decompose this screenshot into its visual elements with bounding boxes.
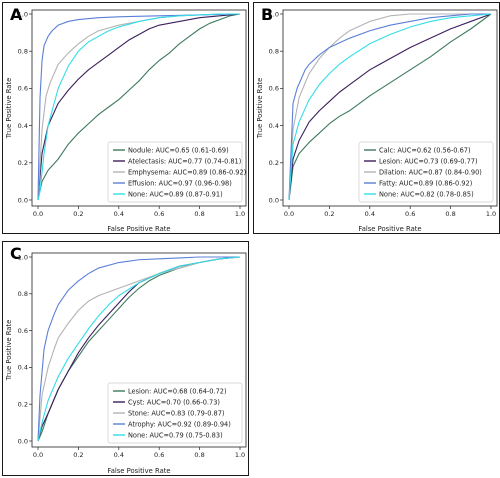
legend-entry: Lesion: AUC=0.68 (0.64-0.72) xyxy=(128,387,227,395)
y-tick-label: 0.2 xyxy=(269,159,279,167)
roc-curve-series-5 xyxy=(37,13,240,201)
y-tick-label: 0.4 xyxy=(18,122,28,130)
x-tick-label: 0.8 xyxy=(194,451,204,459)
panel-label: C xyxy=(10,244,22,263)
x-tick-label: 0.2 xyxy=(73,451,83,459)
panel-label: B xyxy=(261,5,273,24)
x-tick-label: 0.0 xyxy=(33,451,43,459)
roc-curve-series-4 xyxy=(37,256,240,442)
x-tick-label: 0.2 xyxy=(73,210,83,218)
y-tick-label: 0.2 xyxy=(18,401,28,409)
y-tick-label: 0.0 xyxy=(18,437,28,445)
legend-entry: Lesion: AUC=0.73 (0.69-0.77) xyxy=(379,157,478,165)
y-tick-label: 0.6 xyxy=(18,327,28,335)
x-axis-label: False Positive Rate xyxy=(107,225,170,233)
x-tick-label: 0.6 xyxy=(154,451,164,459)
y-tick-label: 0.4 xyxy=(269,122,279,130)
roc-panel-a: A 0.0 0.2 0.4 0.6 0.8 1.0 0.0 0.2 0.4 0.6 0.8 1.0 Fal… xyxy=(2,2,249,234)
roc-curve-series-2 xyxy=(37,13,241,201)
x-tick-label: 1.0 xyxy=(235,210,245,218)
x-tick-label: 0.8 xyxy=(194,210,204,218)
plot-area-frame xyxy=(31,252,247,448)
legend-entry: Nodule: AUC=0.65 (0.61-0.69) xyxy=(128,146,229,154)
legend-entry: Fatty: AUC=0.89 (0.86-0.92) xyxy=(379,179,472,187)
x-tick-label: 1.0 xyxy=(235,451,245,459)
x-tick-label: 1.0 xyxy=(486,210,496,218)
roc-curve-series-5 xyxy=(37,256,241,442)
roc-curve-series-1 xyxy=(288,13,492,201)
roc-curve-series-3 xyxy=(37,256,241,442)
legend-entry: None: AUC=0.89 (0.87-0.91) xyxy=(128,190,223,198)
y-tick-label: 0.4 xyxy=(18,364,28,372)
plot-area-frame xyxy=(282,9,498,207)
x-tick-label: 0.4 xyxy=(365,210,375,218)
legend-box xyxy=(107,141,243,203)
panel-label: A xyxy=(10,5,23,24)
y-tick-label: 0.6 xyxy=(269,85,279,93)
y-tick-label: 0.8 xyxy=(269,48,279,56)
y-tick-label: 0.6 xyxy=(18,85,28,93)
y-axis-label: True Positive Rate xyxy=(5,78,13,140)
legend-entry: None: AUC=0.82 (0.78-0.85) xyxy=(379,190,474,198)
roc-curve-series-4 xyxy=(288,13,491,201)
y-tick-label: 0.0 xyxy=(18,196,28,204)
x-axis-label: False Positive Rate xyxy=(107,467,170,475)
y-tick-label: 1.0 xyxy=(269,10,279,18)
y-axis-label: True Positive Rate xyxy=(5,320,13,382)
x-tick-label: 0.2 xyxy=(324,210,334,218)
roc-panel-b: B 0.0 0.2 0.4 0.6 0.8 1.0 0.0 0.2 0.4 0.6 0.8 1.0 Fal… xyxy=(253,2,500,234)
y-tick-label: 0.8 xyxy=(18,48,28,56)
roc-panel-c: C 0.0 0.2 0.4 0.6 0.8 1.0 0.0 0.2 0.4 0.6 0.8 1.0 Fal… xyxy=(2,241,249,476)
legend-entry: Atelectasis: AUC=0.77 (0.74-0.81) xyxy=(128,157,241,165)
legend-box xyxy=(358,141,494,203)
plot-area-frame xyxy=(31,9,247,207)
legend-entry: Stone: AUC=0.83 (0.79-0.87) xyxy=(128,409,225,417)
x-tick-label: 0.4 xyxy=(114,210,124,218)
x-tick-label: 0.0 xyxy=(33,210,43,218)
legend-box xyxy=(107,382,243,444)
y-tick-label: 1.0 xyxy=(18,10,28,18)
roc-curve-series-2 xyxy=(288,13,492,201)
roc-curve-series-5 xyxy=(288,13,492,201)
x-tick-label: 0.8 xyxy=(445,210,455,218)
legend-entry: Effusion: AUC=0.97 (0.96-0.98) xyxy=(128,179,232,187)
legend-entry: Dilation: AUC=0.87 (0.84-0.90) xyxy=(379,168,482,176)
y-tick-label: 1.0 xyxy=(18,253,28,261)
legend-entry: Calc: AUC=0.62 (0.56-0.67) xyxy=(379,146,471,154)
x-tick-label: 0.0 xyxy=(284,210,294,218)
y-axis-label: True Positive Rate xyxy=(256,78,264,140)
legend-entry: Cyst: AUC=0.70 (0.66-0.73) xyxy=(128,398,220,406)
legend-entry: Atrophy: AUC=0.92 (0.89-0.94) xyxy=(128,420,231,428)
x-tick-label: 0.4 xyxy=(114,451,124,459)
roc-curve-series-3 xyxy=(288,13,491,201)
legend-entry: None: AUC=0.79 (0.75-0.83) xyxy=(128,431,223,439)
y-tick-label: 0.2 xyxy=(18,159,28,167)
roc-curve-series-1 xyxy=(37,13,241,201)
y-tick-label: 0.0 xyxy=(269,196,279,204)
x-axis-label: False Positive Rate xyxy=(358,225,421,233)
y-tick-label: 0.8 xyxy=(18,290,28,298)
legend-entry: Emphysema: AUC=0.89 (0.86-0.92) xyxy=(128,168,246,176)
roc-curve-series-4 xyxy=(37,13,241,201)
x-tick-label: 0.6 xyxy=(154,210,164,218)
x-tick-label: 0.6 xyxy=(405,210,415,218)
